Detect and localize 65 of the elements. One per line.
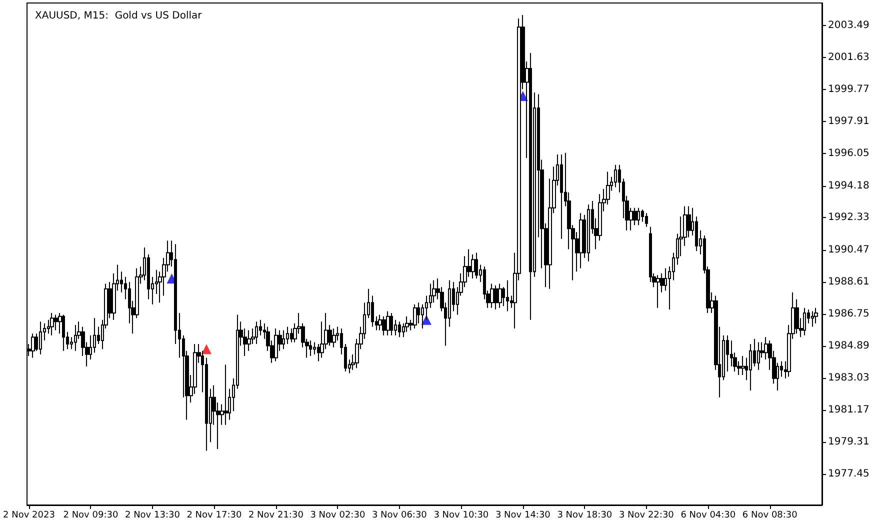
- candlestick: [309, 340, 312, 357]
- y-tick-label: 1988.61: [828, 276, 870, 288]
- candlestick: [490, 283, 494, 308]
- y-tick-label: 2001.63: [828, 52, 870, 64]
- x-tick-label: 2 Nov 09:30: [63, 510, 118, 520]
- x-tick-label: 2 Nov 17:30: [186, 510, 242, 520]
- candlestick: [587, 204, 590, 262]
- x-tick-label: 3 Nov 14:30: [495, 510, 551, 520]
- x-tick-label: 3 Nov 18:30: [557, 510, 612, 520]
- y-tick-label: 1979.31: [828, 436, 870, 448]
- candlestick: [814, 307, 818, 324]
- x-tick-label: 3 Nov 10:30: [434, 510, 489, 520]
- x-tick-label: 3 Nov 22:30: [618, 510, 674, 520]
- candlestick: [529, 52, 532, 320]
- candlestick: [803, 307, 806, 336]
- y-tick-label: 1983.03: [828, 372, 870, 384]
- candlestick: [471, 254, 475, 280]
- candlestick: [31, 333, 35, 358]
- y-tick-label: 1981.17: [828, 404, 870, 416]
- candlestick: [398, 321, 401, 338]
- candlestick: [413, 304, 417, 329]
- candlestick: [475, 252, 478, 280]
- candlestick: [39, 321, 42, 355]
- y-tick-label: 1999.77: [828, 84, 870, 96]
- candlestick: [579, 212, 583, 269]
- y-tick-label: 1984.89: [828, 340, 870, 352]
- candlestick: [749, 343, 752, 391]
- y-tick-label: 1986.75: [828, 308, 870, 320]
- candlestick: [274, 328, 278, 362]
- candlestick: [282, 330, 285, 350]
- y-tick-label: 1997.91: [828, 116, 870, 128]
- candlestick: [290, 328, 293, 343]
- candlestick: [255, 321, 258, 344]
- x-tick-label: 3 Nov 06:30: [372, 510, 428, 520]
- y-tick-label: 2003.49: [828, 20, 870, 32]
- y-tick-label: 1990.47: [828, 244, 870, 256]
- candlestick: [494, 284, 498, 310]
- candlestick: [382, 316, 386, 336]
- candlestick: [62, 314, 65, 352]
- candlestick: [498, 283, 502, 308]
- x-tick-label: 2 Nov 13:30: [124, 510, 180, 520]
- y-tick-label: 1994.18: [828, 180, 870, 192]
- candlestick: [74, 324, 77, 352]
- x-tick-label: 2 Nov 21:30: [248, 510, 304, 520]
- x-tick-label: 6 Nov 08:30: [742, 510, 798, 520]
- candlestick: [757, 342, 760, 370]
- candlestick: [637, 207, 640, 226]
- candlestick: [560, 154, 563, 240]
- x-tick-label: 6 Nov 04:30: [680, 510, 736, 520]
- y-tick-label: 1992.33: [828, 212, 870, 224]
- point: [201, 344, 212, 354]
- y-tick-label: 1996.05: [828, 148, 870, 160]
- candlestick: [50, 312, 54, 336]
- candlestick: [656, 274, 660, 308]
- y-tick-label: 1977.45: [828, 468, 870, 480]
- candlestick: [645, 212, 648, 228]
- candlestick: [332, 328, 336, 348]
- candlestick: [506, 280, 509, 312]
- candlestick: [390, 312, 393, 336]
- candlestick: [224, 364, 228, 426]
- candlestick: [811, 310, 814, 328]
- x-tick-label: 2 Nov 2023: [2, 510, 55, 520]
- text: XAUUSD, M15: Gold vs US Dollar: [35, 10, 203, 22]
- x-tick-label: 3 Nov 02:30: [310, 510, 366, 520]
- candlestick: [386, 310, 390, 336]
